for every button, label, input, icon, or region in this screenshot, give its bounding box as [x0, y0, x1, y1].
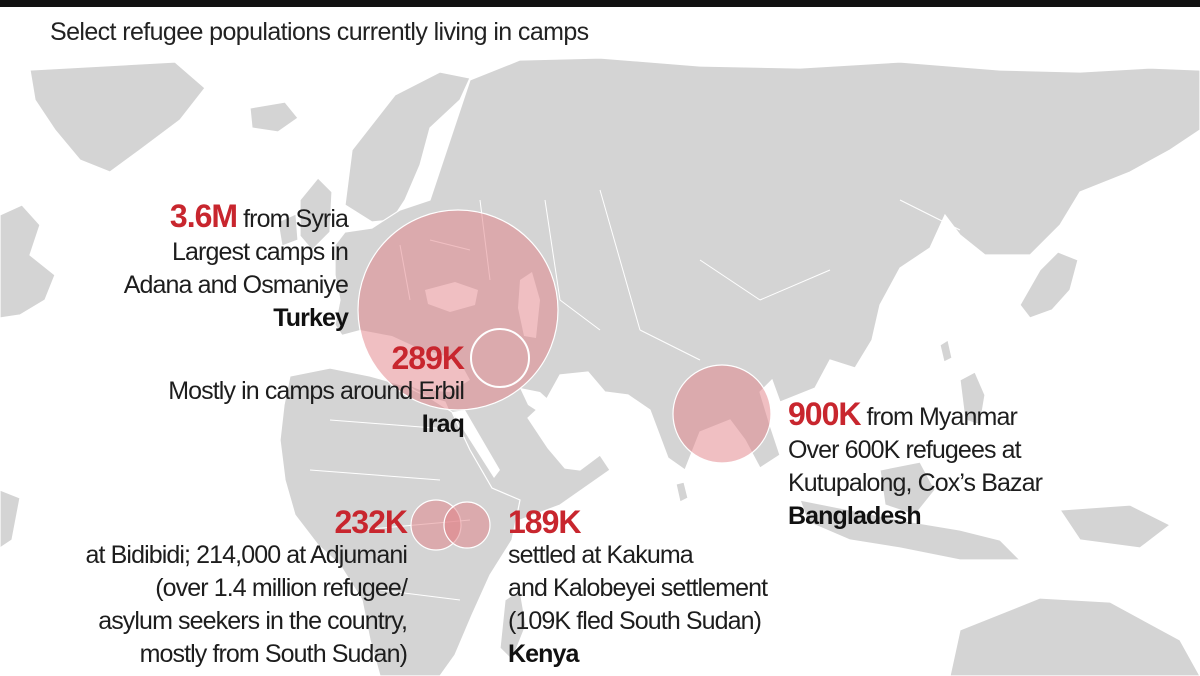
kenya-country: Kenya: [508, 640, 579, 668]
iraq-bubble: [470, 328, 530, 388]
turkey-bubble: [357, 209, 559, 411]
uganda-line-4: asylum seekers in the country,: [98, 607, 408, 635]
iraq-country: Iraq: [421, 410, 465, 438]
turkey-line-1: 3.6M from Syria: [124, 198, 349, 236]
bangladesh-line-3: Kutupalong, Cox’s Bazar: [788, 469, 1043, 497]
philippines-landmass: [959, 371, 986, 426]
sri-lanka-landmass: [675, 481, 689, 503]
north-america-landmass: [0, 204, 56, 319]
borneo-landmass: [879, 461, 936, 516]
south-america-landmass: [0, 489, 21, 549]
top-rule: [0, 0, 1200, 7]
australia-landmass: [949, 597, 1200, 676]
persian-gulf: [520, 388, 560, 418]
iraq-line-2: Mostly in camps around Erbil: [168, 377, 465, 405]
iceland-landmass: [249, 101, 299, 133]
kenya-line-4: (109K fled South Sudan): [508, 607, 762, 635]
kenya-line-2: settled at Kakuma: [508, 541, 694, 569]
new-guinea-landmass: [1058, 504, 1172, 549]
uganda-callout: 232K at Bidibidi; 214,000 at Adjumani (o…: [85, 504, 409, 671]
kenya-callout: 189K settled at Kakuma and Kalobeyei set…: [508, 504, 768, 671]
greenland-landmass: [29, 61, 206, 173]
turkey-line-3: Adana and Osmaniye: [123, 271, 349, 299]
madagascar-landmass: [499, 588, 527, 662]
bangladesh-origin: from Myanmar: [866, 403, 1018, 431]
turkey-figure: 3.6M: [169, 198, 238, 234]
kenya-line-3: and Kalobeyei settlement: [508, 574, 768, 602]
britain-landmass: [299, 177, 333, 251]
taiwan-landmass: [939, 339, 953, 363]
red-sea: [452, 410, 500, 478]
uganda-figure: 232K: [334, 504, 409, 540]
bangladesh-bubble: [672, 364, 772, 464]
map-title: Select refugee populations currently liv…: [50, 18, 589, 46]
bangladesh-line-2: Over 600K refugees at: [788, 436, 1022, 464]
indonesia-landmass: [799, 499, 1022, 561]
bangladesh-line-1: 900K from Myanmar: [788, 398, 1042, 434]
bangladesh-callout: 900K from Myanmar Over 600K refugees at …: [788, 398, 1043, 533]
bangladesh-figure: 900K: [788, 396, 861, 432]
iraq-figure: 289K: [391, 340, 465, 376]
ireland-landmass: [277, 213, 299, 247]
turkey-country: Turkey: [273, 304, 349, 332]
uganda-line-2: at Bidibidi; 214,000 at Adjumani: [85, 541, 408, 569]
bangladesh-country: Bangladesh: [788, 502, 922, 530]
turkey-origin: from Syria: [243, 205, 349, 233]
turkey-callout: 3.6M from Syria Largest camps in Adana a…: [123, 198, 349, 335]
kenya-figure: 189K: [508, 504, 582, 540]
kenya-bubble: [443, 501, 491, 549]
uganda-line-3: (over 1.4 million refugee/: [155, 574, 408, 602]
japan-landmass: [1019, 251, 1079, 319]
iraq-callout: 289K Mostly in camps around Erbil Iraq: [168, 340, 465, 441]
turkey-line-2: Largest camps in: [172, 238, 349, 266]
uganda-line-5: mostly from South Sudan): [139, 640, 408, 668]
